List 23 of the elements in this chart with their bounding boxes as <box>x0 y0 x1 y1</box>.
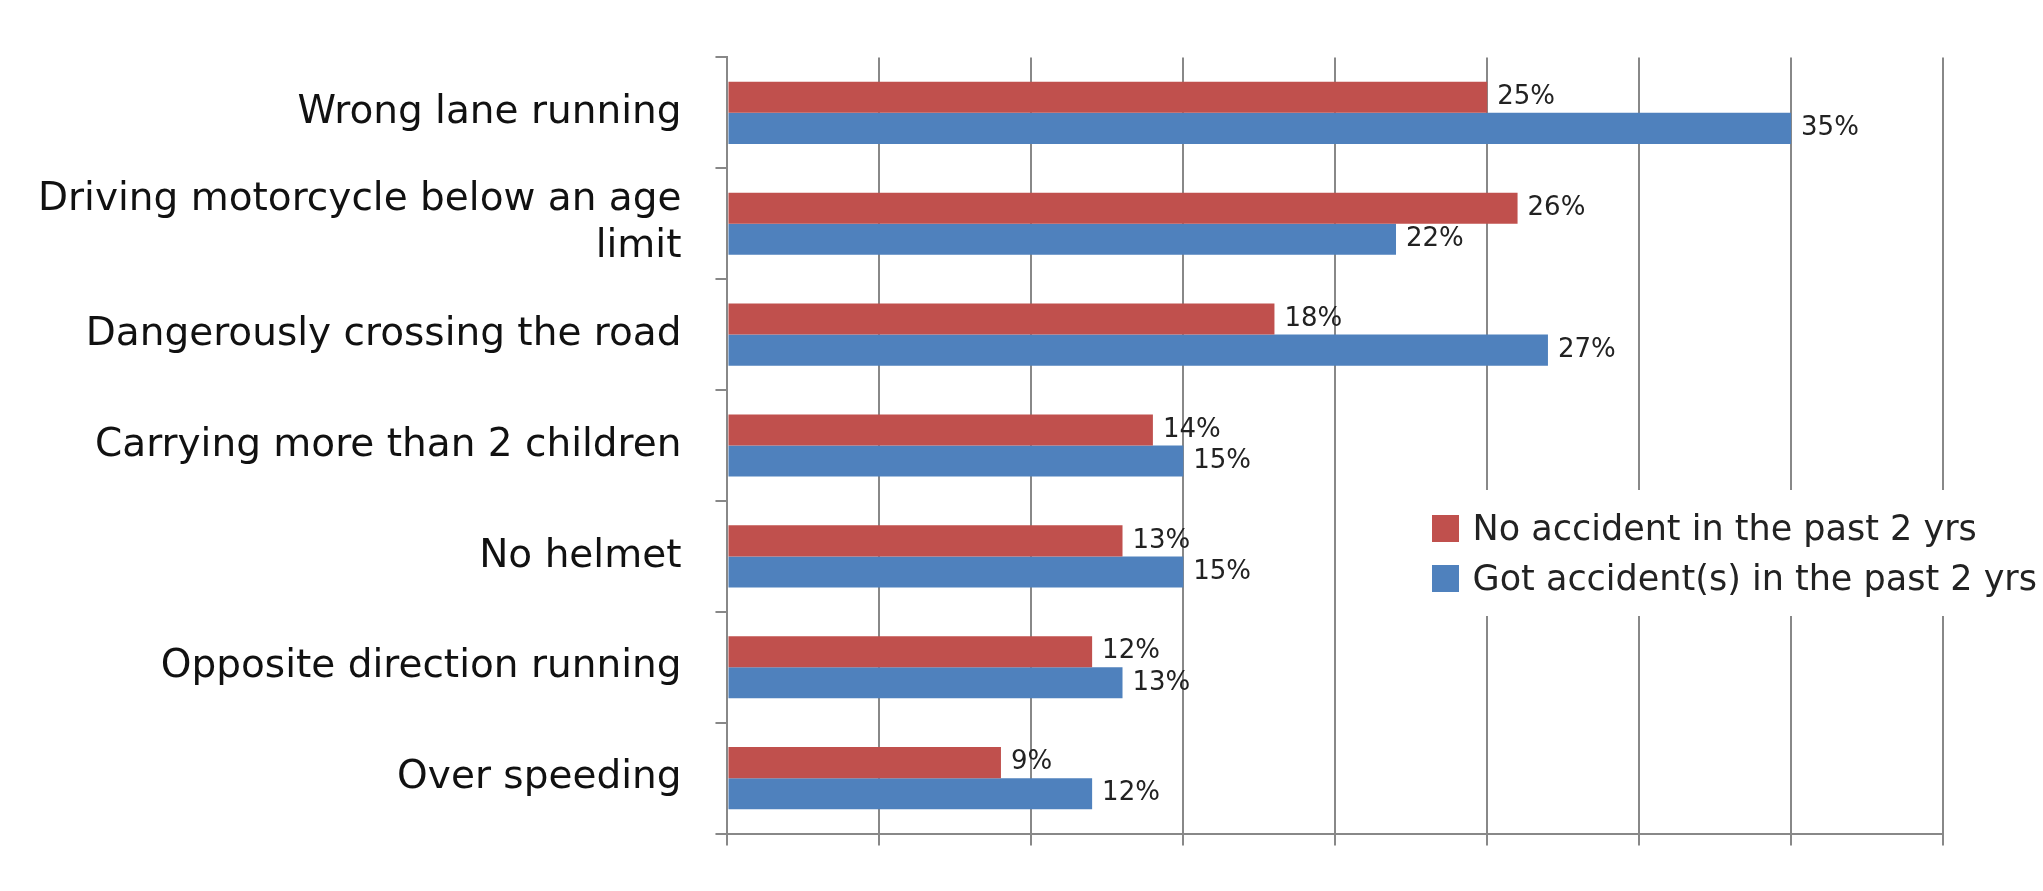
data-label: 35% <box>1801 111 1859 142</box>
data-label: 13% <box>1132 523 1191 554</box>
data-label: 14% <box>1162 412 1221 443</box>
data-label: 15% <box>1193 443 1252 474</box>
data-label: 18% <box>1284 301 1343 332</box>
y-tick-label: Carrying more than 2 children <box>95 419 682 465</box>
y-tick-label: Wrong lane running <box>297 86 682 132</box>
data-label: 26% <box>1527 190 1586 221</box>
y-tick-label: Opposite direction running <box>160 641 682 687</box>
y-tick-label: Dangerously crossing the road <box>85 308 682 354</box>
data-label: 25% <box>1497 80 1555 111</box>
data-label: 12% <box>1102 634 1160 665</box>
data-label: 22% <box>1406 222 1464 252</box>
legend-label: No accident in the past 2 yrs <box>1472 508 1977 548</box>
y-tick-label: Over speeding <box>397 752 682 798</box>
data-label: 27% <box>1557 332 1616 363</box>
y-tick-label: No helmet <box>479 530 682 576</box>
data-label: 15% <box>1193 554 1252 585</box>
y-tick-label: Driving motorcycle below an age limit <box>37 174 682 267</box>
data-label: 13% <box>1132 665 1191 696</box>
data-label: 12% <box>1102 776 1160 807</box>
data-label: 9% <box>1010 745 1053 776</box>
legend-label: Got accident(s) in the past 2 yrs <box>1472 558 2037 598</box>
